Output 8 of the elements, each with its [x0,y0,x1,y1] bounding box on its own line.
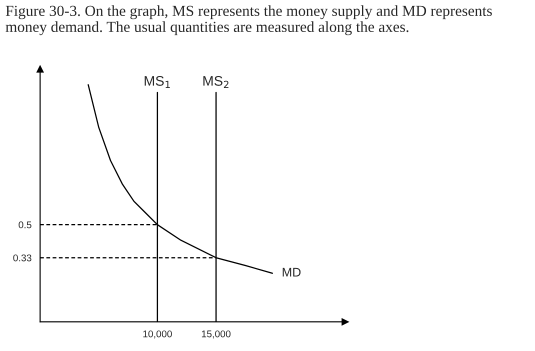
y-tick-label: 0.33 [13,254,32,262]
chart-title: Figure 30-3. On the graph, MS represents the money supply and MD represents money demand. The usual quantities are measured along the axes. [6,5,492,36]
x-tick-label: 15,000 [202,330,231,338]
series-label: MS$_{1}$ [144,76,170,88]
y-tick-label: 0.5 [18,221,32,228]
series-label: MD [282,268,301,276]
series-label: MS$_{2}$ [203,76,228,88]
x-tick-label: 10,000 [143,330,172,338]
